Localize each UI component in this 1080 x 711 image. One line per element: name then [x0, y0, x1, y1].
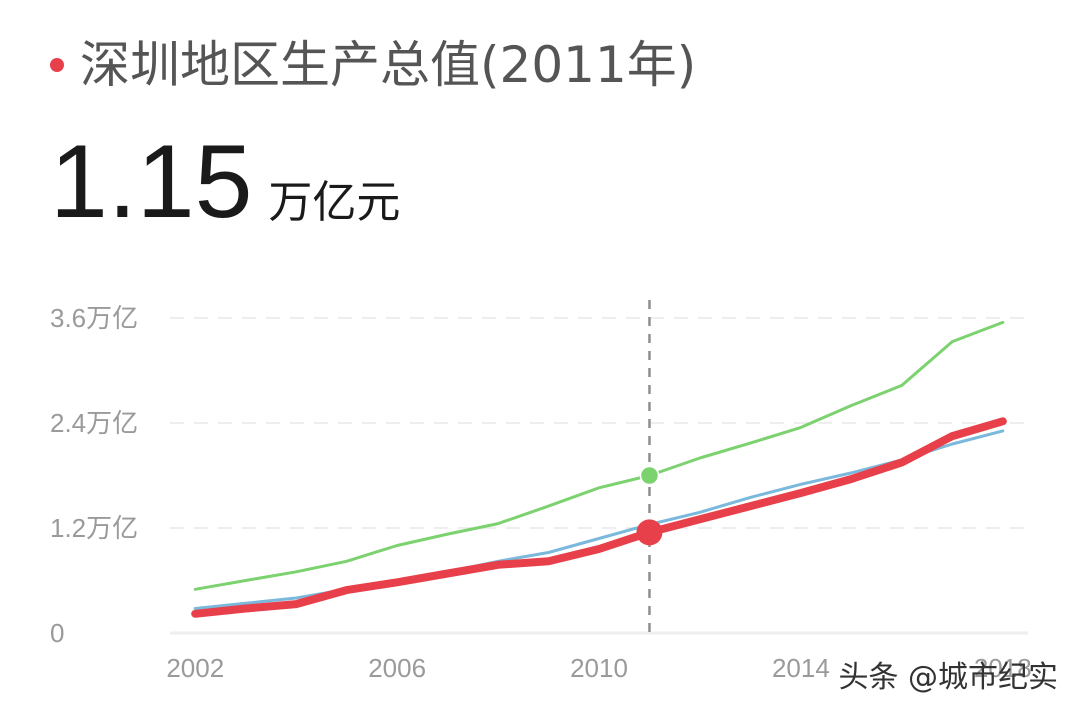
big-value: 1.15: [50, 124, 253, 240]
series-layer: [191, 320, 1007, 618]
x-tick-label-4: 2018: [974, 653, 1032, 683]
title-dot-icon: [50, 58, 64, 72]
series-line-1: [193, 429, 1005, 610]
x-tick-label-1: 2006: [368, 653, 426, 683]
highlight-marker-1[interactable]: [636, 519, 663, 546]
watermark-text: 头条 @城市纪实: [838, 660, 1058, 695]
y-tick-label-3: 3.6万亿: [50, 303, 138, 333]
value-unit: 万亿元: [268, 177, 401, 228]
y-tick-label-1: 1.2万亿: [50, 513, 138, 543]
highlight-marker-0[interactable]: [639, 465, 660, 486]
series-line-0: [193, 320, 1005, 591]
x-tick-label-3: 2014: [772, 653, 830, 683]
title-text: 深圳地区生产总值(2011年): [80, 36, 697, 94]
y-tick-labels: 0 1.2万亿 2.4万亿 3.6万亿: [50, 303, 138, 648]
grid-layer: [170, 317, 1028, 635]
x-tick-label-2: 2010: [570, 653, 628, 683]
y-tick-label-2: 2.4万亿: [50, 408, 138, 438]
headline-value: 1.15 万亿元: [50, 130, 400, 234]
y-tick-label-0: 0: [50, 618, 64, 648]
chart-title: 深圳地区生产总值(2011年): [50, 40, 696, 90]
x-tick-label-0: 2002: [166, 653, 224, 683]
x-tick-labels: 2002 2006 2010 2014 2018: [166, 653, 1031, 683]
series-line-2: [191, 417, 1007, 618]
marker-layer[interactable]: [636, 465, 663, 546]
